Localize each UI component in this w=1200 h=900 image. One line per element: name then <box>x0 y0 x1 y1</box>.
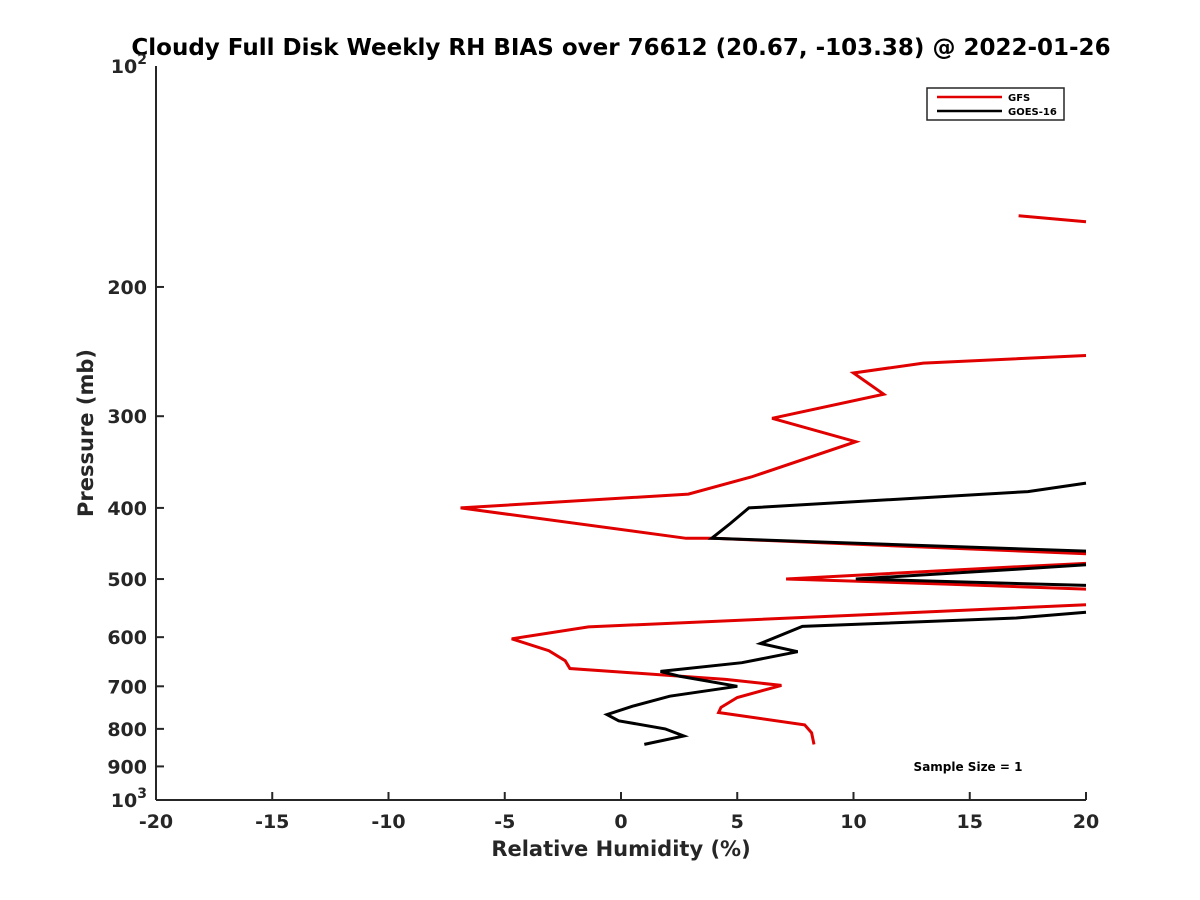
y-axis-ticks: 102 200 300 400 500 600 700 800 900 103 <box>107 52 164 812</box>
sample-size-annotation: Sample Size = 1 <box>914 760 1023 774</box>
y-tick-label: 800 <box>107 719 147 741</box>
series-goes16-line-2 <box>603 610 1087 746</box>
plot-area <box>460 214 1087 746</box>
legend-label-gfs: GFS <box>1008 93 1030 104</box>
legend-box <box>926 87 1065 121</box>
x-tick-label: 10 <box>840 811 866 833</box>
y-tick-label: 600 <box>107 627 147 649</box>
x-tick-label: 0 <box>614 811 627 833</box>
x-tick-label: 15 <box>957 811 983 833</box>
series-goes16-line-0 <box>707 481 1087 553</box>
y-tick-label: 102 <box>111 52 147 78</box>
x-tick-label: -20 <box>139 811 173 833</box>
y-tick-label: 500 <box>107 569 147 591</box>
series-goes16-line-1 <box>855 563 1087 587</box>
x-axis-label: Relative Humidity (%) <box>491 837 750 861</box>
legend: GFS GOES-16 <box>926 87 1065 121</box>
y-tick-label: 103 <box>111 786 147 812</box>
y-tick-label: 300 <box>107 406 147 428</box>
series-gfs-line-2 <box>786 561 1087 591</box>
x-tick-label: -10 <box>371 811 405 833</box>
x-tick-label: -5 <box>494 811 515 833</box>
series-gfs-line-0 <box>1018 214 1087 224</box>
chart-title: Cloudy Full Disk Weekly RH BIAS over 766… <box>131 35 1110 61</box>
y-tick-label: 400 <box>107 498 147 520</box>
x-tick-label: -15 <box>255 811 289 833</box>
x-tick-label: 5 <box>731 811 744 833</box>
x-axis-ticks: -20 -15 -10 -5 0 5 10 15 20 <box>139 792 1099 833</box>
x-tick-label: 20 <box>1073 811 1099 833</box>
y-tick-label: 200 <box>107 277 147 299</box>
y-tick-label: 700 <box>107 676 147 698</box>
y-axis-label: Pressure (mb) <box>74 349 98 517</box>
legend-label-goes16: GOES-16 <box>1008 107 1057 118</box>
y-tick-label: 900 <box>107 756 147 778</box>
series-gfs-line-3 <box>511 603 1087 745</box>
series-gfs-line-1 <box>460 354 1087 556</box>
